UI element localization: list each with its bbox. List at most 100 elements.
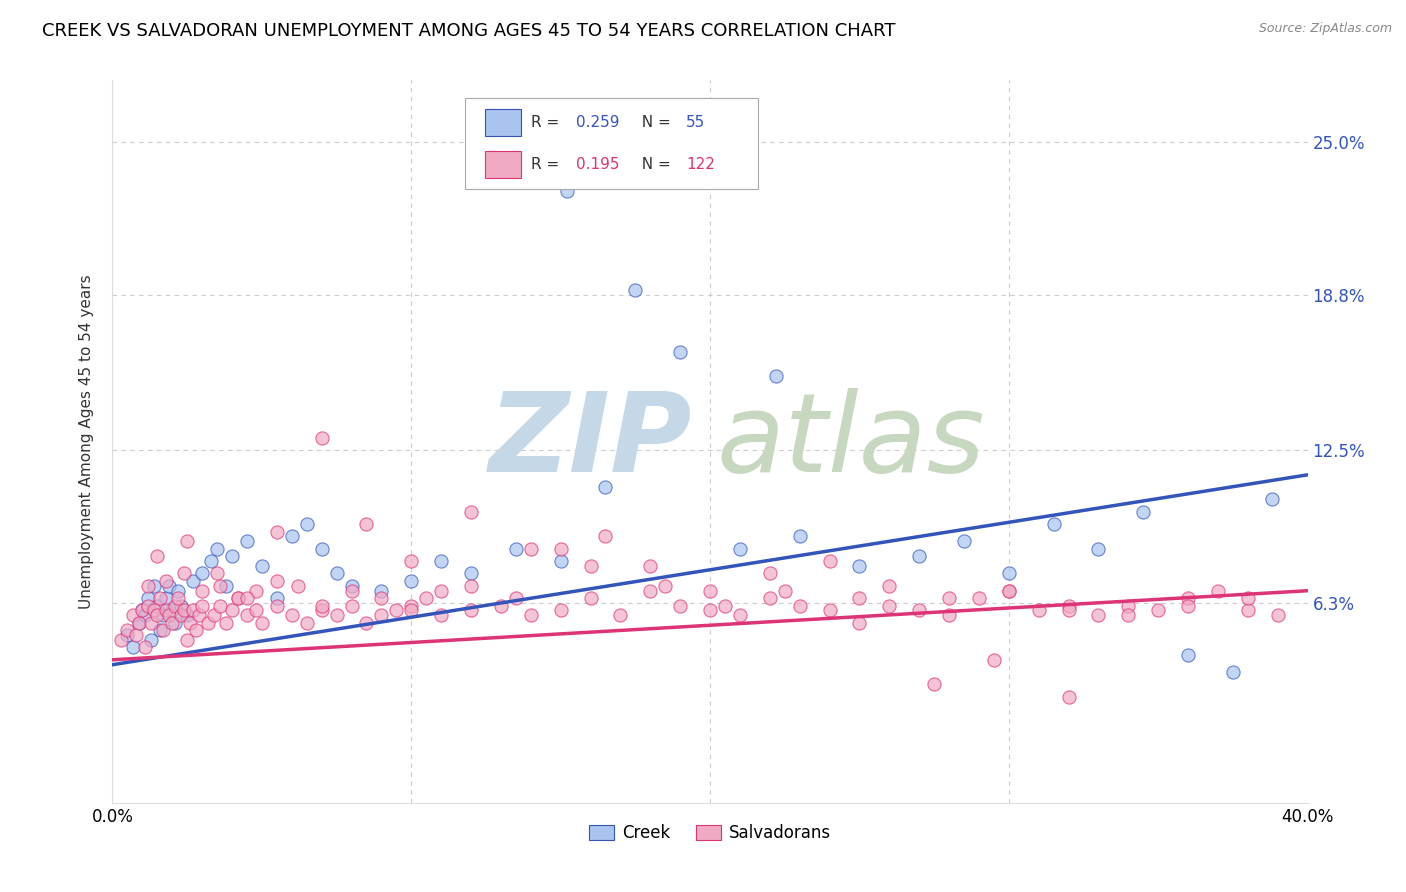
Text: ZIP: ZIP: [489, 388, 692, 495]
Text: N =: N =: [633, 115, 676, 130]
Point: [555, 184, 578, 198]
Point: [550, 541, 572, 556]
Point: [1118, 608, 1140, 623]
Point: [595, 529, 617, 543]
Point: [128, 615, 150, 630]
Point: [221, 603, 243, 617]
Point: [1057, 690, 1080, 704]
Point: [759, 566, 782, 581]
Point: [250, 559, 273, 574]
Point: [998, 583, 1021, 598]
Point: [340, 579, 363, 593]
Point: [176, 534, 198, 549]
Text: R =: R =: [531, 115, 564, 130]
Point: [879, 599, 901, 613]
Point: [205, 566, 228, 581]
Point: [922, 677, 945, 691]
Point: [162, 615, 183, 630]
Point: [1087, 541, 1109, 556]
Point: [385, 603, 408, 617]
Point: [595, 480, 617, 494]
Point: [370, 608, 392, 623]
Point: [759, 591, 782, 606]
Point: [460, 505, 482, 519]
Point: [173, 566, 195, 581]
Point: [340, 583, 363, 598]
Point: [205, 541, 228, 556]
Point: [505, 541, 527, 556]
Point: [1177, 648, 1199, 662]
Point: [134, 640, 156, 655]
Point: [157, 579, 180, 593]
Point: [215, 579, 238, 593]
Point: [311, 541, 333, 556]
Point: [520, 541, 543, 556]
Point: [789, 599, 811, 613]
Point: [789, 529, 811, 543]
Point: [138, 591, 160, 606]
Point: [157, 608, 180, 623]
Point: [908, 549, 931, 564]
Point: [1147, 603, 1170, 617]
Point: [200, 554, 222, 568]
Point: [122, 608, 145, 623]
Point: [138, 579, 160, 593]
Point: [311, 599, 333, 613]
Point: [654, 579, 676, 593]
FancyBboxPatch shape: [465, 98, 758, 189]
Point: [1177, 591, 1199, 606]
Point: [640, 559, 662, 574]
Point: [640, 583, 662, 598]
Point: [356, 615, 378, 630]
Text: atlas: atlas: [716, 388, 984, 495]
Point: [370, 583, 392, 598]
Point: [579, 591, 602, 606]
Point: [624, 283, 647, 297]
Point: [401, 574, 423, 588]
Y-axis label: Unemployment Among Ages 45 to 54 years: Unemployment Among Ages 45 to 54 years: [79, 274, 94, 609]
Point: [173, 603, 195, 617]
Point: [138, 599, 160, 613]
Point: [167, 591, 190, 606]
Point: [430, 554, 453, 568]
Text: CREEK VS SALVADORAN UNEMPLOYMENT AMONG AGES 45 TO 54 YEARS CORRELATION CHART: CREEK VS SALVADORAN UNEMPLOYMENT AMONG A…: [42, 22, 896, 40]
Point: [728, 541, 751, 556]
Point: [155, 591, 177, 606]
Point: [250, 615, 273, 630]
Point: [953, 534, 976, 549]
Point: [699, 603, 721, 617]
Point: [143, 579, 166, 593]
Text: 55: 55: [686, 115, 706, 130]
Point: [520, 608, 543, 623]
Text: 0.259: 0.259: [576, 115, 620, 130]
Point: [401, 599, 423, 613]
Point: [170, 608, 193, 623]
Point: [1028, 603, 1050, 617]
Point: [245, 583, 267, 598]
Point: [202, 608, 225, 623]
Bar: [485, 109, 522, 136]
Point: [197, 615, 219, 630]
Point: [848, 591, 870, 606]
Point: [460, 579, 482, 593]
Point: [1267, 608, 1289, 623]
Point: [141, 633, 163, 648]
Point: [430, 583, 453, 598]
Point: [818, 603, 841, 617]
Point: [110, 633, 132, 648]
Point: [669, 344, 692, 359]
Point: [191, 599, 214, 613]
Point: [879, 579, 901, 593]
Point: [415, 591, 437, 606]
Point: [221, 549, 243, 564]
Point: [266, 591, 288, 606]
Point: [165, 615, 187, 630]
Point: [125, 628, 148, 642]
Point: [191, 566, 214, 581]
Point: [266, 599, 288, 613]
Point: [167, 583, 190, 598]
Point: [1237, 591, 1260, 606]
Point: [311, 603, 333, 617]
Point: [728, 608, 751, 623]
Point: [215, 615, 238, 630]
